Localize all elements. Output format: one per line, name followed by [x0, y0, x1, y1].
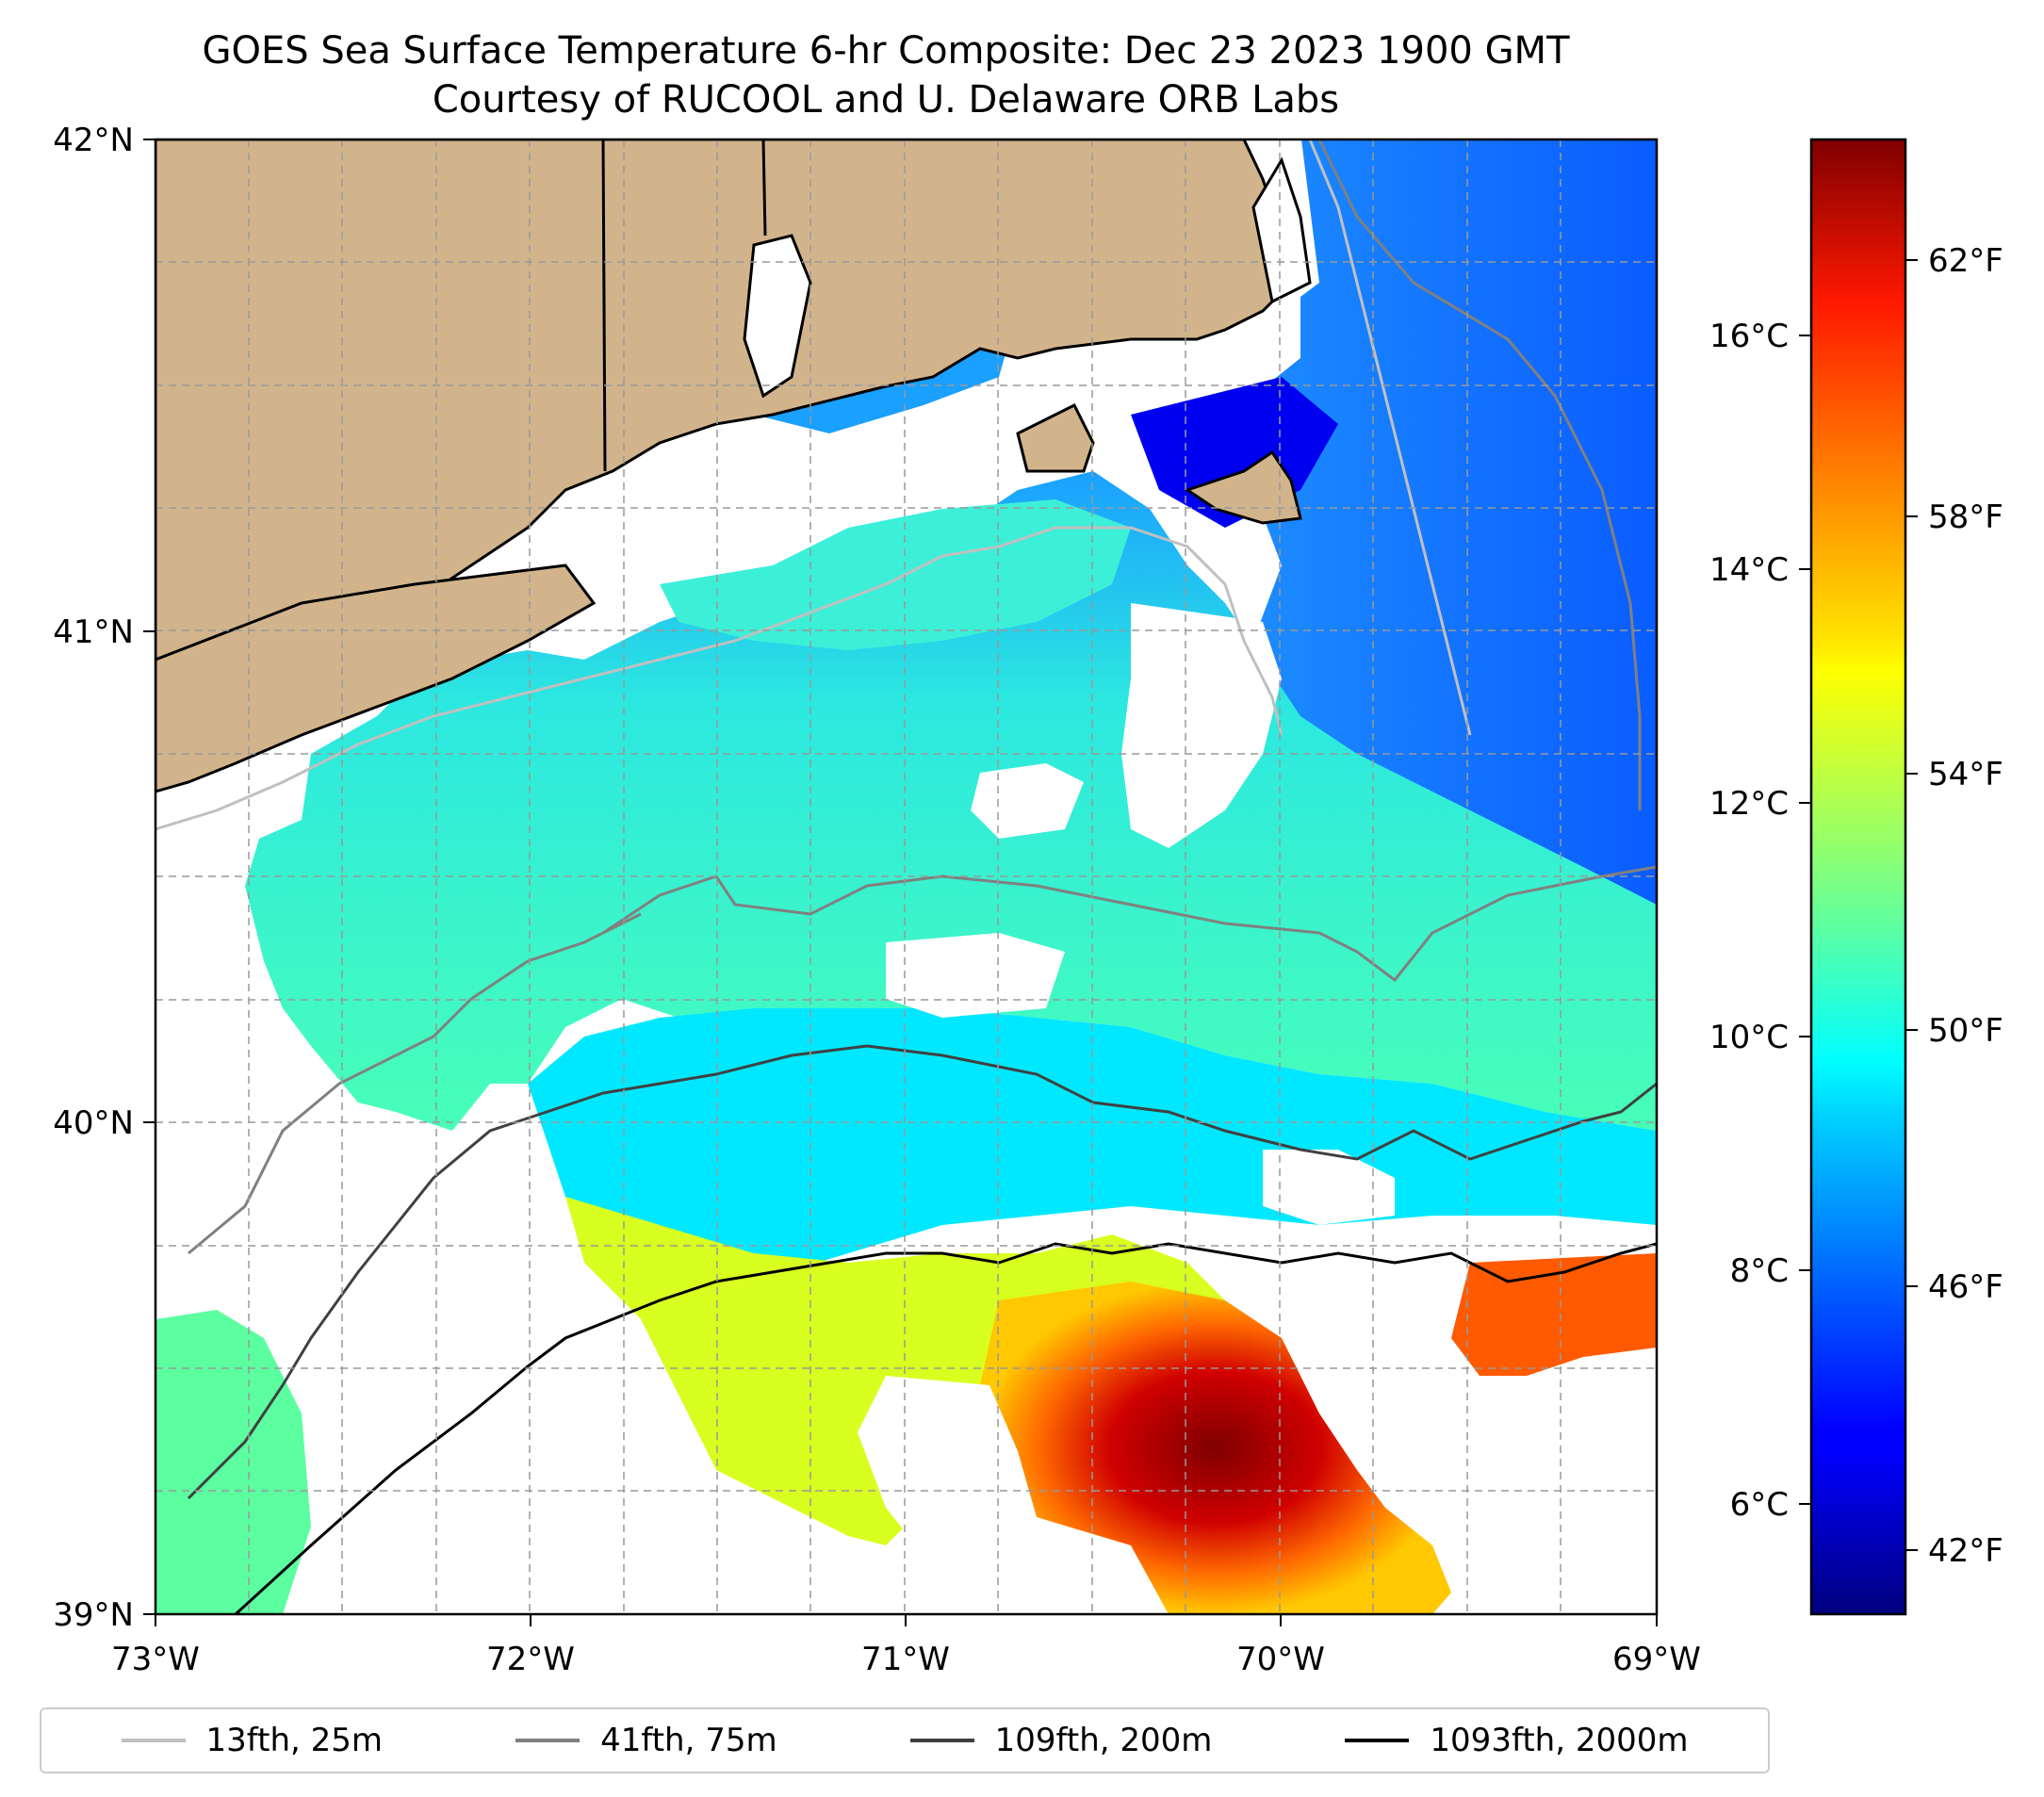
sst-field: [155, 139, 1657, 1614]
legend-swatch: [1345, 1739, 1410, 1742]
lon-label: 71°W: [861, 1641, 950, 1678]
legend-label: 109fth, 200m: [994, 1722, 1213, 1759]
colorbar-fahrenheit-label: 54°F: [1928, 756, 2003, 793]
legend-label: 1093fth, 2000m: [1430, 1722, 1689, 1759]
lon-label: 73°W: [111, 1641, 200, 1678]
colorbar-fahrenheit-label: 42°F: [1928, 1532, 2003, 1570]
lon-label: 69°W: [1612, 1641, 1701, 1678]
lat-label: 41°N: [53, 613, 134, 651]
lat-label: 42°N: [53, 122, 134, 159]
colorbar-celsius-label: 14°C: [1709, 551, 1789, 589]
colorbar: [1809, 138, 1907, 1616]
legend-swatch: [909, 1739, 974, 1742]
colorbar-celsius-label: 8°C: [1730, 1252, 1789, 1290]
legend-item-2000m: 1093fth, 2000m: [1345, 1722, 1688, 1759]
map-gridlines: [155, 139, 1657, 1614]
legend-swatch: [121, 1739, 186, 1742]
colorbar-celsius-label: 12°C: [1709, 785, 1789, 823]
colorbar-celsius-label: 10°C: [1709, 1019, 1789, 1056]
colorbar-fahrenheit-label: 50°F: [1928, 1012, 2003, 1050]
lon-label: 70°W: [1236, 1641, 1325, 1678]
lon-label: 72°W: [486, 1641, 575, 1678]
legend-item-75m: 41fth, 75m: [515, 1722, 777, 1759]
colorbar-fahrenheit-label: 58°F: [1928, 498, 2003, 536]
map-subtitle: Courtesy of RUCOOL and U. Delaware ORB L…: [432, 78, 1340, 122]
legend-label: 41fth, 75m: [600, 1722, 777, 1759]
legend-item-200m: 109fth, 200m: [909, 1722, 1213, 1759]
colorbar-celsius-label: 6°C: [1730, 1486, 1789, 1524]
legend-item-25m: 13fth, 25m: [121, 1722, 384, 1759]
colorbar-fahrenheit-label: 46°F: [1928, 1268, 2003, 1306]
map-title: GOES Sea Surface Temperature 6-hr Compos…: [202, 29, 1570, 73]
lat-label: 39°N: [53, 1596, 134, 1634]
colorbar-fahrenheit-label: 62°F: [1928, 242, 2003, 280]
depth-contour-legend: 13fth, 25m 41fth, 75m 109fth, 200m 1093f…: [40, 1707, 1770, 1773]
legend-label: 13fth, 25m: [205, 1722, 384, 1759]
lat-label: 40°N: [53, 1104, 134, 1142]
colorbar-celsius-label: 16°C: [1709, 318, 1789, 355]
legend-swatch: [515, 1739, 580, 1742]
